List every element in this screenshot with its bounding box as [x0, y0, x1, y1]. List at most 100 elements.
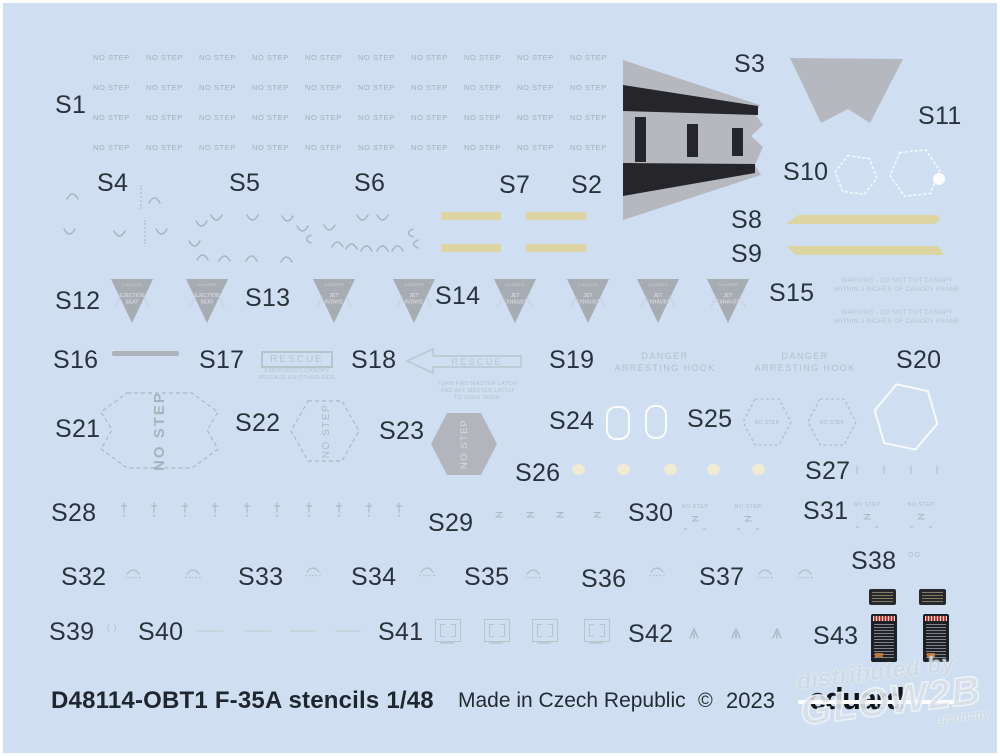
rescue-title: RESCUE: [270, 354, 324, 365]
warning-line: WITHIN 3 INCHES OF CANOPY FRAME: [834, 317, 960, 325]
stencil-no-step: NO STEP: [199, 113, 236, 122]
cluster-mark: [797, 569, 813, 579]
s42-arrow-mark: [689, 627, 699, 639]
arc-mark: [281, 215, 294, 222]
stencil-no-step: NO STEP: [907, 502, 935, 508]
stencil-text: INTAKE: [405, 300, 424, 306]
part-label-s4: S4: [97, 169, 129, 197]
s41-caption-line: [440, 642, 454, 644]
small-no-step-stencil: NO STEP: [675, 504, 715, 530]
s30-squiggle: [916, 514, 925, 520]
stencil-no-step: NO STEP: [93, 83, 130, 92]
part-label-s28: S28: [51, 499, 97, 527]
part-label-s13: S13: [245, 284, 291, 312]
part-label-s14: S14: [435, 282, 481, 310]
s7-tan-bar: [441, 244, 501, 252]
cluster-mark: [649, 567, 665, 577]
s42-arrow-mark: [772, 627, 782, 639]
cluster-mark: [757, 569, 773, 579]
part-label-s41: S41: [378, 618, 424, 646]
stencil-text: DANGER: [597, 295, 607, 310]
part-label-s34: S34: [351, 563, 397, 591]
bracket-right: [548, 624, 553, 637]
part-label-s29: S29: [428, 509, 474, 537]
s26-dot: [617, 464, 630, 475]
stencil-no-step: NO STEP: [252, 113, 289, 122]
part-label-s32: S32: [61, 563, 107, 591]
s10-white-dot: [933, 173, 945, 185]
stencil-no-step: NO STEP: [411, 113, 448, 122]
s28-mark: [335, 502, 343, 518]
s42-arrow-mark: [731, 627, 741, 639]
stencil-text: NO STEP: [820, 420, 845, 426]
s43-orange-chip: [927, 653, 935, 657]
stencil-text: EXHAUST: [576, 300, 600, 306]
no-step-grid: NO STEP NO STEP NO STEP NO STEP NO STEP NO ST…: [93, 53, 623, 173]
small-no-step-stencil: NO STEP: [847, 502, 887, 528]
stencil-text: DANGER: [569, 294, 579, 309]
part-label-s40: S40: [138, 618, 184, 646]
s25-no-step-outline: NO STEP: [807, 398, 857, 446]
part-label-s23: S23: [379, 417, 425, 445]
s43-data-plate: [871, 614, 897, 662]
part-label-s16: S16: [53, 346, 99, 374]
stencil-text: DANGER: [216, 295, 226, 310]
cluster-mark: [419, 567, 435, 577]
stencil-no-step: NO STEP: [464, 113, 501, 122]
arc-mark: [66, 193, 79, 200]
s2-bar-3: [732, 128, 743, 156]
s38-oo-mark: OO: [908, 552, 921, 559]
stencil-no-step: NO STEP: [358, 53, 395, 62]
stencil-text: DANGER: [404, 282, 424, 287]
stencil-dashes: [684, 528, 706, 530]
stencil-text: DANGER: [395, 294, 405, 309]
part-label-s24: S24: [549, 407, 595, 435]
part-label-s33: S33: [238, 563, 284, 591]
stencil-text: SEAT: [126, 300, 139, 306]
part-label-s15: S15: [769, 279, 815, 307]
part-label-s43: S43: [813, 622, 859, 650]
stencil-no-step: NO STEP: [734, 504, 762, 510]
s27-tick: [883, 465, 885, 474]
part-label-s9: S9: [731, 240, 763, 268]
origin-text: Made in Czech Republic: [458, 689, 686, 712]
s29-mark: [593, 511, 602, 518]
stencil-text: DANGER: [505, 282, 525, 287]
stencil-no-step: NO STEP: [853, 502, 881, 508]
stencil-text: JET: [653, 293, 662, 299]
arc-mark: [218, 255, 231, 262]
part-label-s20: S20: [896, 346, 942, 374]
s40-line: [335, 630, 361, 632]
stencil-text: DANGER: [141, 295, 151, 310]
canopy-warning-stencil: WARNING - DO NOT CUT CANOPY WITHIN 3 INCH…: [819, 277, 975, 294]
arc-mark: [148, 197, 161, 204]
arc-mark: [331, 241, 344, 248]
stencil-text: DANGER: [578, 282, 598, 287]
s10-hexagon-outline-2: [889, 148, 941, 198]
stencil-no-step: NO STEP: [517, 53, 554, 62]
stencil-no-step: NO STEP: [358, 83, 395, 92]
arc-mark: [391, 245, 404, 252]
eduard-logo-strike: [798, 700, 960, 704]
stencil-dashes: [856, 526, 878, 528]
arresting-hook-line: DANGER: [781, 351, 829, 361]
arc-mark: [356, 214, 369, 221]
arc-mark: [412, 239, 419, 249]
warning-line: WARNING - DO NOT CUT CANOPY: [841, 277, 953, 284]
arresting-hook-line: ARRESTING HOOK: [614, 363, 716, 373]
stencil-text: DANGER: [343, 295, 353, 310]
s2-bottom-band: [623, 163, 755, 196]
stencil-no-step: NO STEP: [146, 113, 183, 122]
s38-data-plate: [869, 589, 896, 605]
s3-shape: [790, 58, 903, 123]
stencil-no-step: NO STEP: [305, 53, 342, 62]
product-title: D48114-OBT1 F-35A stencils 1/48: [51, 687, 434, 714]
stencil-dashes: [910, 526, 932, 528]
cluster-mark: [125, 569, 141, 579]
s29-mark: [556, 511, 565, 518]
stencil-text: NO STEP: [459, 419, 470, 469]
part-label-s3: S3: [734, 50, 766, 78]
part-label-s25: S25: [687, 405, 733, 433]
bracket-left: [489, 624, 494, 637]
